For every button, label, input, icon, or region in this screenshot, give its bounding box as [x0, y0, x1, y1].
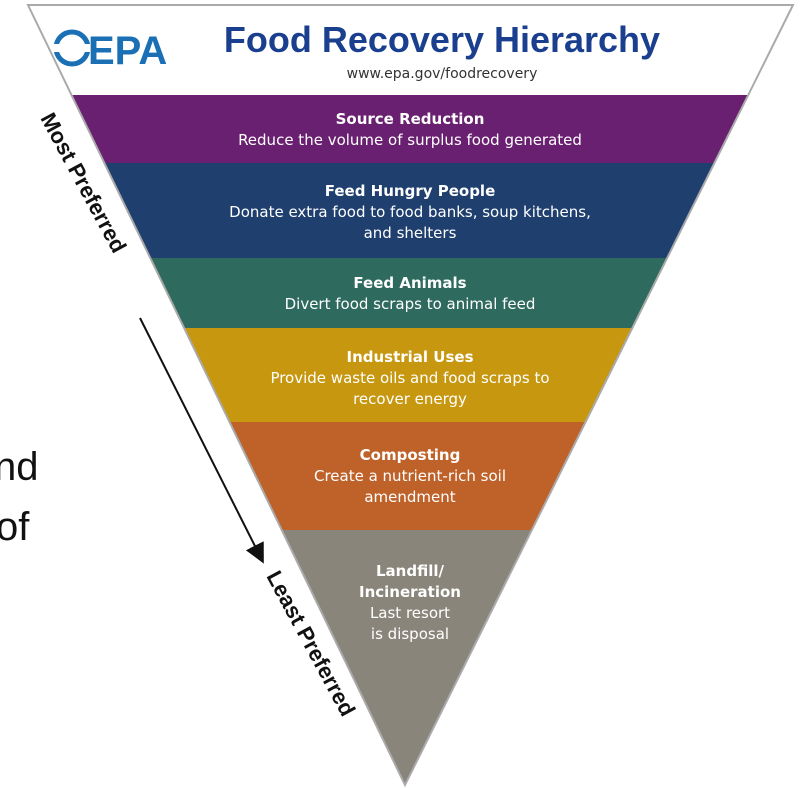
background-fragment: nd	[0, 445, 39, 489]
level-title: Source Reduction	[336, 110, 485, 128]
band	[28, 258, 793, 328]
level-title: Feed Animals	[353, 274, 466, 292]
background-fragment: of	[0, 505, 30, 549]
level-text: Reduce the volume of surplus food genera…	[238, 131, 582, 149]
band	[28, 95, 793, 163]
logo-text: EPA	[88, 29, 167, 73]
level-title: Industrial Uses	[346, 348, 473, 366]
epa-logo: EPA	[52, 29, 167, 73]
level-title: Composting	[360, 446, 461, 464]
levels: Source Reduction Reduce the volume of sur…	[229, 110, 591, 643]
level-text: Provide waste oils and food scraps to	[270, 369, 549, 387]
level-text: amendment	[364, 488, 455, 506]
title: Food Recovery Hierarchy	[224, 19, 660, 60]
level-title: Landfill/	[376, 562, 444, 580]
header-band	[28, 5, 793, 95]
level-text: is disposal	[371, 625, 449, 643]
arrow	[139, 317, 264, 564]
band	[28, 163, 793, 258]
level-text: Incineration	[359, 583, 461, 601]
level-text: recover energy	[353, 390, 467, 408]
level-text: Donate extra food to food banks, soup ki…	[229, 203, 591, 221]
level-text: Divert food scraps to animal feed	[285, 295, 536, 313]
level-text: Create a nutrient-rich soil	[314, 467, 506, 485]
level-text: Last resort	[370, 604, 450, 622]
url: www.epa.gov/foodrecovery	[347, 66, 538, 82]
pyramid-outline	[26, 4, 795, 788]
level-text: and shelters	[364, 224, 457, 242]
level-title: Feed Hungry People	[325, 182, 496, 200]
